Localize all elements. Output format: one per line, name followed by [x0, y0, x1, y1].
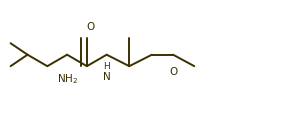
Text: N: N: [103, 72, 110, 82]
Text: NH$_2$: NH$_2$: [57, 71, 78, 85]
Text: O: O: [86, 22, 94, 32]
Text: H: H: [103, 61, 110, 70]
Text: O: O: [169, 66, 177, 76]
